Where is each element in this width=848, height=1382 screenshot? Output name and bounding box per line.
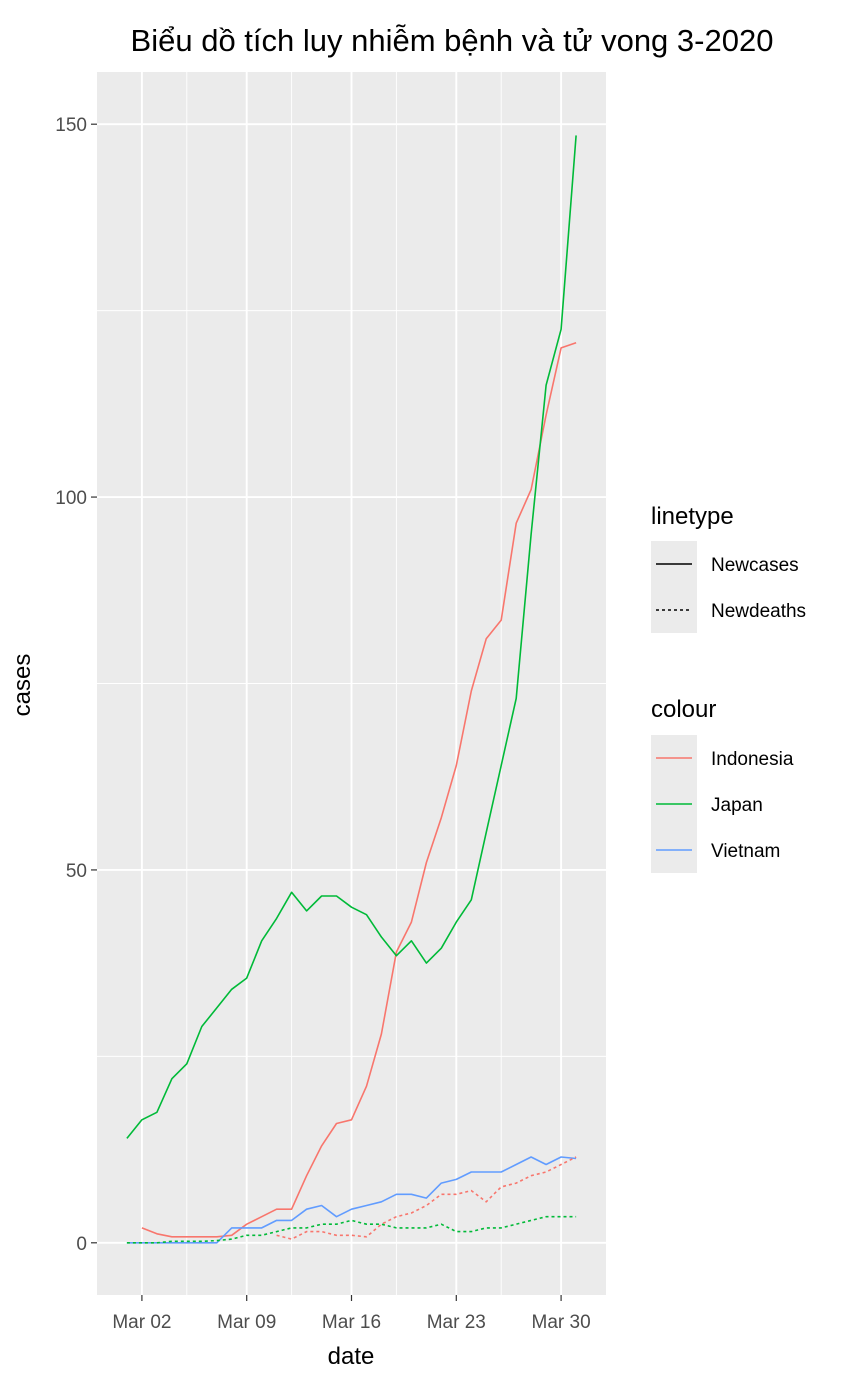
x-tick-label: Mar 02	[112, 1312, 171, 1333]
legend-label-newdeaths: Newdeaths	[711, 601, 806, 622]
legend-label-newcases: Newcases	[711, 555, 799, 576]
legend-label-vietnam: Vietnam	[711, 841, 780, 862]
gridlines	[81, 72, 606, 1295]
series-line-indonesia-newcases	[141, 341, 577, 1238]
y-tick-label: 0	[76, 1234, 87, 1255]
series-layer	[126, 135, 577, 1244]
x-tick-label: Mar 30	[532, 1312, 591, 1333]
x-axis: Mar 02 Mar 09 Mar 16 Mar 23 Mar 30	[112, 1295, 591, 1333]
x-tick-label: Mar 16	[322, 1312, 381, 1333]
legend-colour-title: colour	[651, 696, 716, 723]
x-axis-title: date	[328, 1343, 375, 1370]
y-tick-label: 100	[55, 488, 87, 509]
x-tick-label: Mar 09	[217, 1312, 276, 1333]
series-line-indonesia-newdeaths	[276, 1156, 577, 1240]
series-line-vietnam-newcases	[126, 1156, 577, 1244]
x-tick-label: Mar 23	[427, 1312, 486, 1333]
y-tick-label: 150	[55, 115, 87, 136]
y-axis: 0 50 100 150	[55, 115, 97, 1255]
legend-label-indonesia: Indonesia	[711, 749, 794, 770]
chart-title: Biểu dồ tích luy nhiễm bệnh và tử vong 3…	[131, 23, 774, 58]
legend-linetype-title: linetype	[651, 503, 734, 530]
series-line-japan-newdeaths	[126, 1215, 577, 1244]
legend-colour: colour Indonesia Japan Vietnam	[651, 696, 794, 873]
y-tick-label: 50	[66, 861, 87, 882]
series-line-japan-newcases	[126, 135, 577, 1139]
y-axis-title: cases	[9, 654, 36, 717]
legend-label-japan: Japan	[711, 795, 763, 816]
legend-linetype: linetype Newcases Newdeaths	[651, 503, 806, 633]
